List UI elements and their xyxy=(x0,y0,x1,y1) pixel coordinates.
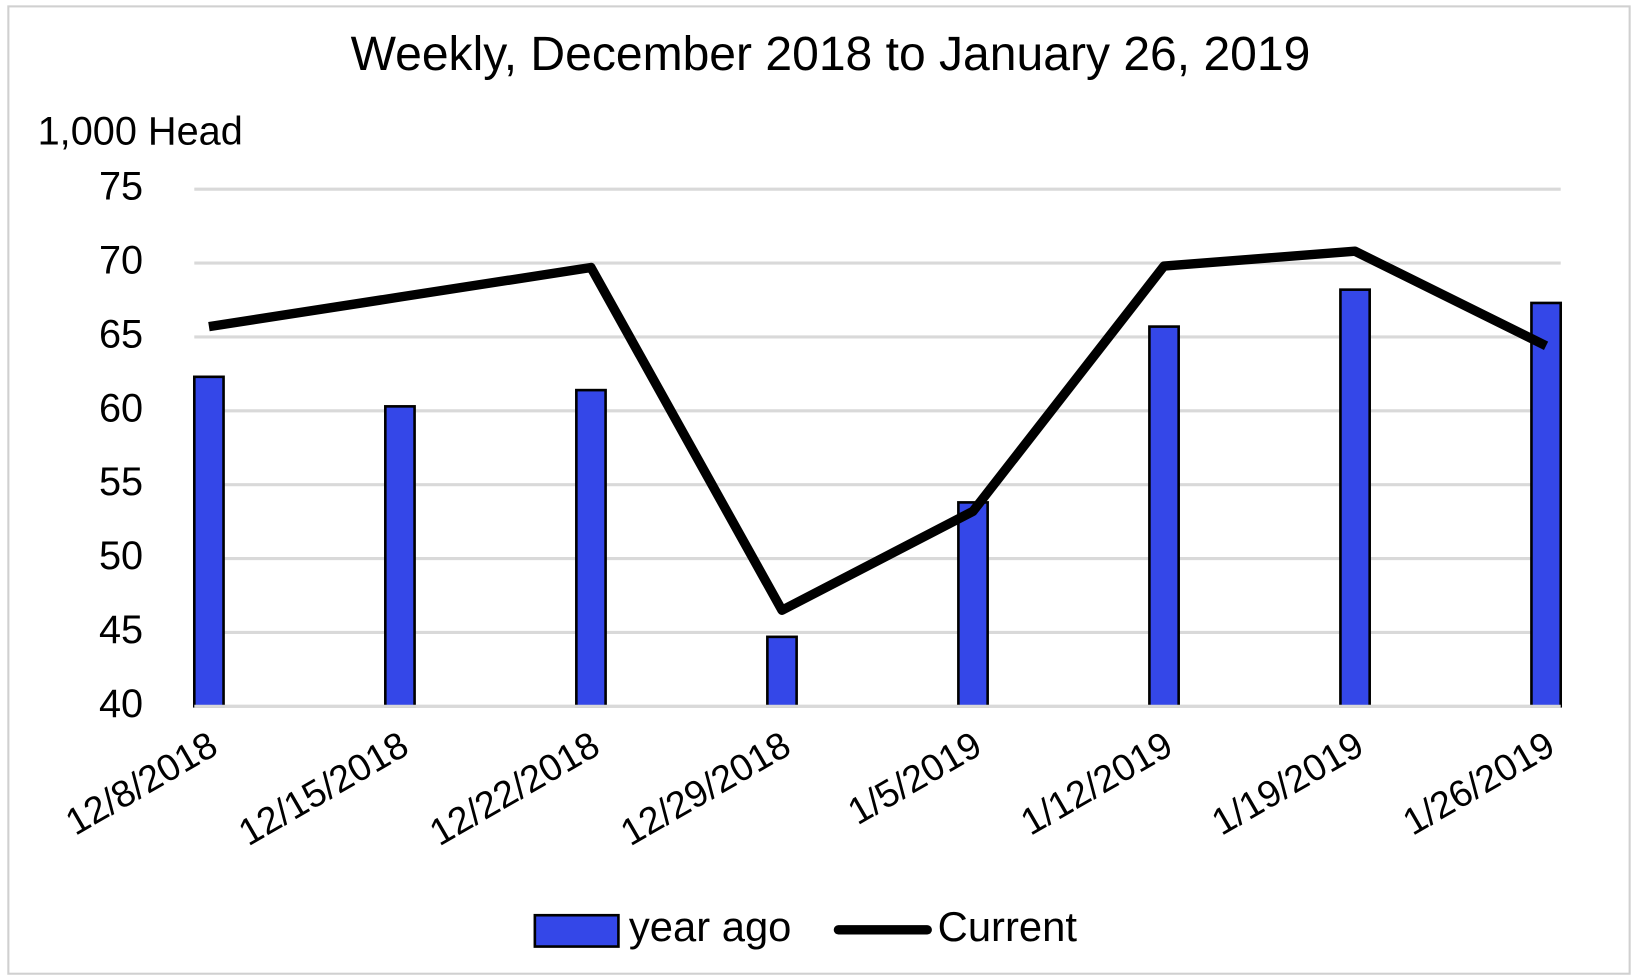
y-tick-label: 50 xyxy=(99,534,143,578)
line xyxy=(208,246,1549,615)
y-tick-label: 45 xyxy=(99,608,143,652)
legend-swatch xyxy=(533,913,620,948)
bar xyxy=(384,405,416,708)
y-axis-label: 1,000 Head xyxy=(38,109,243,153)
y-tick-label: 40 xyxy=(99,682,143,726)
y-tick-label: 70 xyxy=(99,239,143,283)
bar xyxy=(192,375,225,708)
bar xyxy=(766,635,798,708)
bar xyxy=(1339,288,1371,708)
y-tick-label: 65 xyxy=(99,312,143,356)
bar xyxy=(1148,325,1180,708)
legend-label: Current xyxy=(938,903,1078,950)
bar xyxy=(957,501,989,708)
bar xyxy=(575,388,607,708)
chart-title: Weekly, December 2018 to January 26, 201… xyxy=(351,28,1311,81)
y-tick-label: 75 xyxy=(99,165,143,209)
legend-label: year ago xyxy=(629,903,792,950)
bar xyxy=(1530,301,1563,708)
y-tick-label: 60 xyxy=(99,386,143,430)
y-tick-label: 55 xyxy=(99,460,143,504)
